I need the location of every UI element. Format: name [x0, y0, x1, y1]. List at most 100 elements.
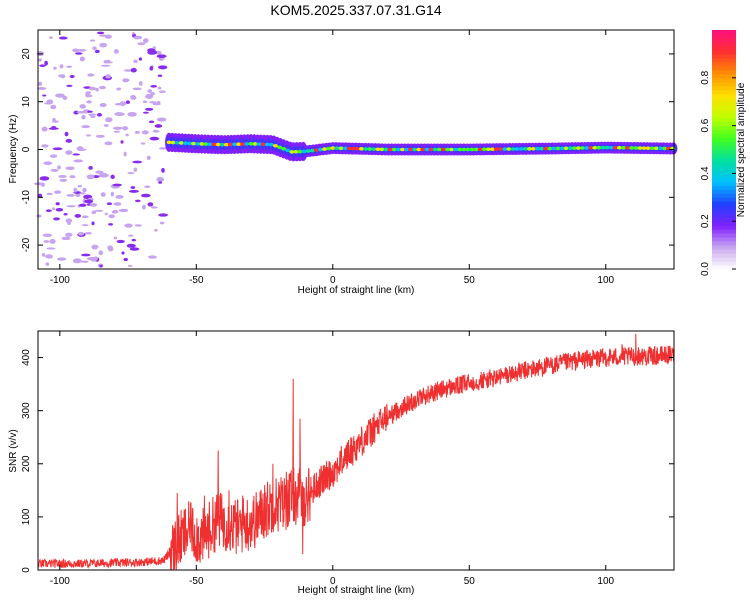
- noise-blob: [106, 60, 110, 64]
- noise-blob: [78, 185, 82, 187]
- colorbar-tick-label: 0.4: [700, 166, 711, 180]
- noise-blob: [75, 52, 83, 55]
- colorbar-segment: [712, 78, 736, 82]
- noise-blob: [54, 190, 61, 194]
- noise-blob: [148, 255, 157, 258]
- noise-blob: [46, 193, 53, 195]
- noise-blob: [110, 175, 114, 179]
- noise-blob: [128, 235, 133, 237]
- noise-blob: [87, 111, 92, 113]
- noise-blob: [60, 64, 64, 68]
- noise-blob: [63, 213, 67, 216]
- colorbar-segment: [712, 237, 736, 241]
- colorbar-segment: [712, 201, 736, 205]
- colorbar-segment: [712, 110, 736, 114]
- colorbar-segment: [712, 50, 736, 54]
- noise-blob: [79, 204, 86, 207]
- noise-blob: [41, 144, 48, 147]
- noise-blob: [158, 213, 168, 216]
- colorbar-gradient: [712, 30, 736, 270]
- noise-blob: [61, 237, 70, 240]
- snr-y-label: SNR (v/v): [8, 429, 19, 472]
- noise-blob: [59, 179, 67, 182]
- noise-blob: [135, 224, 142, 226]
- colorbar-segment: [712, 245, 736, 249]
- noise-blob: [142, 130, 149, 134]
- noise-blob: [157, 118, 166, 122]
- colorbar-segment: [712, 253, 736, 257]
- noise-blob: [144, 186, 150, 188]
- noise-blob: [88, 166, 92, 170]
- noise-blob: [57, 257, 66, 260]
- noise-blob: [78, 149, 86, 151]
- colorbar-segment: [712, 118, 736, 122]
- colorbar-segment: [712, 150, 736, 154]
- colorbar-segment: [712, 106, 736, 110]
- colorbar-segment: [712, 62, 736, 66]
- spectrogram-y-tick-label: 0: [21, 146, 32, 152]
- snr-x-tick-label: -100: [50, 576, 70, 587]
- noise-blob: [46, 209, 52, 212]
- noise-blob: [125, 134, 128, 137]
- noise-blob: [149, 121, 154, 124]
- noise-blob: [130, 96, 136, 100]
- noise-blob: [104, 141, 112, 145]
- noise-blob: [147, 156, 151, 160]
- noise-blob: [81, 254, 90, 257]
- noise-blob: [158, 181, 162, 184]
- noise-blob: [139, 57, 142, 60]
- noise-blob: [115, 195, 123, 199]
- noise-blob: [45, 254, 53, 258]
- noise-blob: [153, 46, 156, 49]
- colorbar-segment: [712, 177, 736, 181]
- spectrogram-panel: -100 -50 0 50 100 -20-1001020 Height of stra…: [8, 30, 677, 296]
- colorbar-segment: [712, 173, 736, 177]
- noise-blob: [122, 78, 129, 82]
- noise-blob: [98, 250, 103, 255]
- colorbar-segment: [712, 86, 736, 90]
- noise-blob: [70, 75, 75, 78]
- noise-blob: [105, 213, 108, 216]
- noise-blob: [135, 131, 140, 134]
- noise-blob: [147, 50, 157, 55]
- noise-blob: [66, 85, 72, 87]
- colorbar-segment: [712, 257, 736, 261]
- snr-x-tick-label: 50: [464, 576, 476, 587]
- noise-blob: [42, 127, 48, 132]
- colorbar-segment: [712, 161, 736, 165]
- noise-blob: [39, 64, 45, 67]
- noise-blob: [81, 125, 90, 128]
- noise-blob: [66, 139, 72, 143]
- noise-blob: [91, 245, 98, 250]
- noise-blob: [143, 38, 149, 43]
- noise-blob: [114, 49, 119, 54]
- noise-blob: [129, 190, 139, 193]
- spectrogram-x-label: Height of straight line (km): [298, 285, 415, 296]
- noise-blob: [78, 232, 84, 236]
- noise-blob: [114, 236, 117, 239]
- noise-blob: [114, 131, 120, 133]
- noise-blob: [149, 66, 153, 71]
- colorbar-segment: [712, 185, 736, 189]
- snr-y-tick-label: 0: [21, 567, 32, 573]
- noise-blob: [126, 100, 130, 104]
- snr-y-tick-label: 300: [21, 402, 32, 419]
- colorbar-segment: [712, 209, 736, 213]
- noise-blob: [42, 253, 46, 257]
- colorbar-segment: [712, 189, 736, 193]
- noise-blob: [147, 202, 153, 206]
- noise-blob: [122, 126, 128, 130]
- colorbar-tick-label: 0.2: [700, 214, 711, 228]
- noise-blob: [130, 247, 140, 250]
- noise-blob: [38, 58, 42, 61]
- colorbar-segment: [712, 98, 736, 102]
- noise-blob: [86, 100, 91, 103]
- noise-blob: [112, 184, 122, 187]
- colorbar-segment: [712, 138, 736, 142]
- colorbar-tick-label: 0.8: [700, 70, 711, 84]
- colorbar-segment: [712, 142, 736, 146]
- colorbar-segment: [712, 42, 736, 46]
- colorbar-segment: [712, 102, 736, 106]
- figure-canvas: KOM5.2025.337.07.31.G14 -100 -50 0 50 100 -2…: [0, 0, 750, 600]
- snr-y-tick-label: 100: [21, 508, 32, 525]
